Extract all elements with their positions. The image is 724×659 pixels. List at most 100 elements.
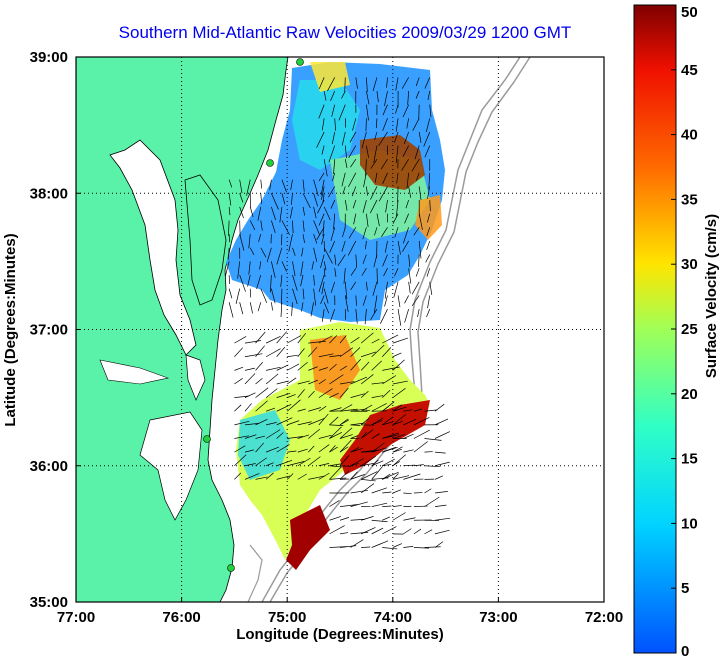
velocity-arrow [292, 288, 298, 305]
velocity-arrow [350, 393, 365, 398]
velocity-arrow [411, 281, 420, 295]
velocity-arrow [395, 118, 399, 132]
velocity-arrow [360, 390, 369, 398]
velocity-arrow [355, 295, 357, 306]
velocity-arrow [349, 131, 357, 143]
velocity-arrow [382, 375, 397, 385]
velocity-arrow [350, 267, 357, 276]
velocity-arrow [292, 261, 296, 277]
velocity-arrow [360, 361, 370, 371]
velocity-arrow [308, 379, 318, 385]
velocity-arrow [376, 213, 380, 227]
velocity-arrow [339, 404, 353, 412]
velocity-arrow [393, 281, 399, 298]
velocity-arrow [360, 455, 377, 467]
velocity-field [226, 62, 445, 570]
velocity-arrow [360, 417, 370, 426]
velocity-arrow [366, 186, 368, 196]
velocity-arrow [415, 77, 420, 87]
velocity-arrow [308, 475, 326, 480]
velocity-arrow [308, 407, 322, 412]
velocity-arrow [382, 401, 395, 412]
velocity-arrow [382, 547, 398, 550]
velocity-arrow [255, 377, 263, 385]
velocity-arrow [434, 491, 448, 494]
velocity-arrow [329, 477, 347, 480]
grid-lines [76, 57, 604, 602]
velocity-arrow [397, 295, 401, 308]
velocity-arrow [258, 234, 262, 243]
velocity-arrow [394, 268, 399, 277]
velocity-arrow [234, 336, 247, 344]
velocity-arrow [339, 446, 349, 453]
velocity-arrow [302, 288, 305, 300]
velocity-arrow [287, 377, 297, 385]
velocity-arrow [412, 118, 420, 131]
velocity-arrow [248, 234, 251, 249]
velocity-arrow [382, 458, 395, 467]
velocity-arrow [265, 388, 278, 398]
velocity-arrow [300, 274, 304, 287]
velocity-arrow [292, 220, 294, 234]
colorbar-label: Surface Velocity (cm/s) [703, 214, 720, 378]
velocity-arrow [382, 104, 388, 116]
velocity-arrow [329, 463, 342, 467]
velocity-arrow [426, 227, 431, 237]
velocity-arrow [339, 455, 350, 466]
velocity-arrow [350, 448, 363, 453]
velocity-arrow [401, 159, 409, 171]
velocity-arrow [394, 227, 399, 238]
velocity-arrow [403, 449, 414, 453]
velocity-arrow [318, 77, 325, 89]
velocity-arrow [407, 91, 409, 105]
velocity-arrow [362, 199, 367, 213]
velocity-arrow [418, 240, 422, 259]
velocity-arrow [427, 213, 431, 223]
velocity-arrow [239, 220, 241, 238]
velocity-arrow [329, 525, 345, 535]
velocity-arrow [313, 288, 317, 306]
velocity-arrow [425, 254, 431, 263]
velocity-arrow [402, 145, 409, 157]
velocity-arrow [339, 387, 349, 398]
velocity-arrow [287, 436, 304, 439]
velocity-arrow [308, 445, 315, 453]
velocity-arrow [318, 388, 333, 398]
colorbar-ticks: 0 5 10 15 20 25 30 35 40 45 50 [671, 4, 698, 659]
velocity-arrow [271, 193, 279, 210]
velocity-arrow [244, 473, 260, 480]
velocity-arrow [371, 420, 383, 426]
station-markers [203, 58, 304, 572]
velocity-arrow [318, 405, 327, 412]
velocity-arrow [260, 288, 268, 304]
velocity-arrow [350, 518, 366, 521]
velocity-arrow [434, 541, 444, 548]
velocity-arrow [234, 445, 246, 453]
velocity-arrow [313, 220, 320, 235]
velocity-arrow [404, 213, 409, 224]
velocity-arrow [329, 416, 339, 426]
velocity-arrow [362, 295, 367, 306]
colorbar-tick-label: 45 [681, 62, 698, 79]
velocity-arrow [378, 131, 388, 146]
velocity-arrow [435, 451, 446, 454]
velocity-arrow [329, 432, 343, 439]
velocity-arrow [330, 90, 336, 101]
velocity-arrow [265, 407, 276, 412]
velocity-arrow [339, 434, 353, 439]
velocity-arrow [402, 240, 409, 252]
velocity-arrow [320, 179, 325, 196]
velocity-arrow [350, 281, 357, 291]
velocity-arrow [406, 172, 409, 189]
velocity-arrow [329, 424, 344, 426]
velocity-arrow [434, 517, 451, 521]
velocity-arrow [297, 457, 311, 467]
velocity-arrow [418, 254, 420, 267]
velocity-arrow [310, 302, 314, 317]
velocity-arrow [403, 473, 421, 480]
velocity-arrow [329, 335, 338, 344]
velocity-arrow [382, 432, 399, 439]
velocity-arrow [318, 444, 330, 453]
velocity-arrow [339, 427, 353, 439]
velocity-arrow [244, 373, 256, 385]
